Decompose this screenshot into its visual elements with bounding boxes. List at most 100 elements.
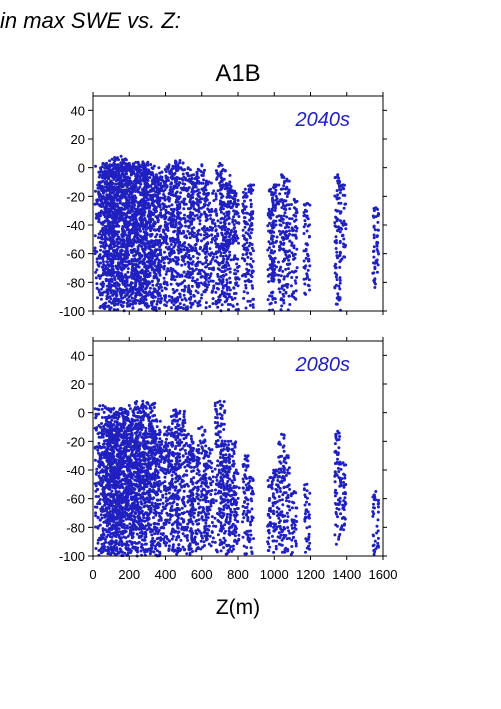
data-point [101,532,105,535]
data-point [101,229,105,233]
data-point [120,162,124,166]
data-point [270,272,274,275]
data-point [128,236,132,240]
data-point [202,178,206,182]
data-point [103,427,107,431]
data-point [250,243,254,246]
data-point [270,291,273,295]
data-point [97,441,101,445]
data-point [156,180,160,184]
point-column [240,187,250,310]
data-point [188,297,192,301]
data-point [171,193,175,197]
data-point [153,207,157,211]
data-point [334,225,338,229]
data-point [130,250,134,254]
data-point [200,187,204,191]
data-point [172,207,176,211]
data-point [97,274,101,278]
data-point [134,294,138,298]
data-point [93,407,97,411]
data-point [214,302,218,306]
data-point [117,212,121,216]
data-point [109,231,113,235]
data-point [280,304,284,308]
data-point [334,262,338,266]
data-point [221,254,225,258]
data-point [138,227,141,230]
data-point [229,201,233,205]
data-point [109,227,113,231]
data-point [204,261,208,264]
data-point [284,230,288,234]
data-point [246,291,250,295]
data-point [169,251,173,255]
data-point [227,222,231,226]
data-point [200,274,204,278]
data-point [183,213,186,217]
data-point [270,248,273,252]
data-point [178,240,182,244]
data-point [341,223,345,227]
data-point [120,274,124,278]
data-point [162,276,166,280]
data-point [219,179,223,183]
data-point [153,220,156,224]
data-point [108,283,111,287]
data-point [249,231,253,235]
data-point [210,251,213,255]
data-point [144,298,148,302]
data-point [284,191,287,195]
data-point [252,183,256,187]
data-point [204,276,208,280]
data-point [101,404,105,407]
data-point [200,173,204,177]
data-point [173,229,177,233]
data-point [101,461,104,465]
data-point [213,259,217,263]
data-point [98,404,102,408]
data-point [97,232,101,236]
data-point [95,286,99,290]
data-point [180,224,184,228]
data-point [281,187,285,191]
data-point [193,190,196,194]
data-point [165,283,169,287]
data-point [225,230,229,234]
data-point [150,292,154,296]
data-point [338,230,342,234]
data-point [173,269,177,273]
y-tick-label: 20 [71,132,85,147]
data-point [129,294,133,297]
data-point [344,202,348,206]
data-point [159,297,163,301]
data-point [237,241,240,245]
data-point [98,518,102,522]
data-point [178,292,182,296]
data-point [225,286,229,290]
data-point [245,241,249,245]
data-point [219,174,223,178]
data-point [236,199,240,202]
data-point [95,282,99,286]
data-point [101,280,105,284]
data-point [158,294,162,298]
data-point [114,182,118,186]
data-point [196,238,200,242]
data-point [226,195,229,199]
data-point [148,204,152,208]
data-point [134,288,138,292]
chart-title: A1B [215,60,260,87]
data-point [117,261,120,265]
data-point [97,213,101,217]
data-point [242,290,246,294]
data-point [211,226,215,230]
data-point [164,304,168,308]
data-point [105,161,109,165]
data-point [94,414,98,418]
data-point [278,192,282,196]
data-point [163,240,167,243]
data-point [267,280,271,284]
data-point [146,179,150,182]
data-point [247,244,251,248]
